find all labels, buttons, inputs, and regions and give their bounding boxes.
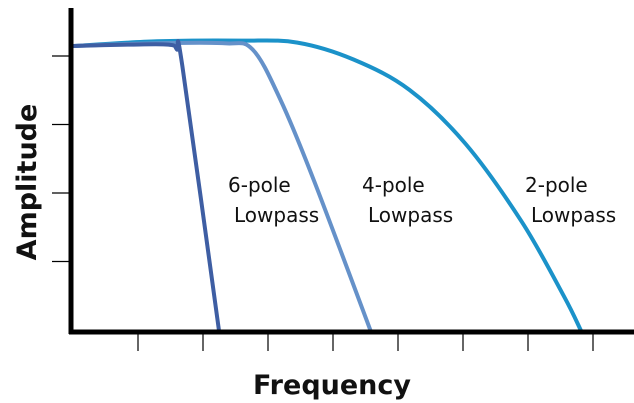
series-line-6-pole xyxy=(71,39,221,332)
series-label-4-pole-line-1: 4-pole xyxy=(362,173,425,197)
y-axis-title: Amplitude xyxy=(12,104,43,261)
series-label-6-pole-line-2: Lowpass xyxy=(234,203,319,227)
series-labels: 6-pole Lowpass 4-pole Lowpass 2-pole Lowpass xyxy=(228,173,616,227)
series-label-6-pole-line-1: 6-pole xyxy=(228,173,291,197)
series-line-4-pole xyxy=(71,40,373,332)
series-label-4-pole-line-2: Lowpass xyxy=(368,203,453,227)
axis-ticks xyxy=(52,55,594,351)
series-line-2-pole xyxy=(71,38,583,332)
series-label-2-pole-line-1: 2-pole xyxy=(525,173,588,197)
x-axis-title: Frequency xyxy=(253,370,411,401)
series-label-2-pole-line-2: Lowpass xyxy=(531,203,616,227)
series-curves xyxy=(71,38,583,332)
